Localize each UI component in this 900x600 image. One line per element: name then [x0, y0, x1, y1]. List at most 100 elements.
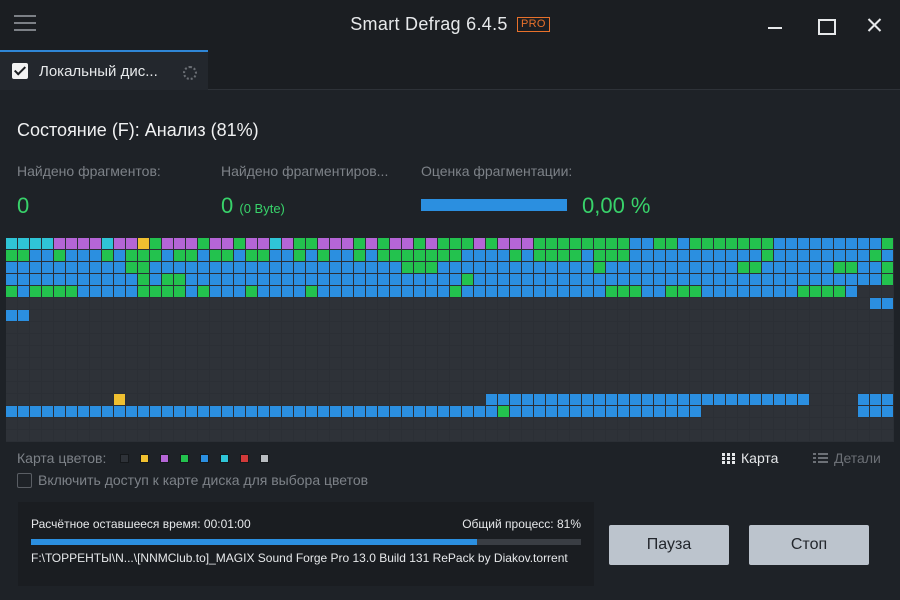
disk-map-cell: [66, 310, 77, 321]
disk-map-cell: [378, 394, 389, 405]
disk-map-cell: [438, 382, 449, 393]
disk-map-cell: [114, 406, 125, 417]
map-view-button[interactable]: Карта: [722, 450, 778, 466]
disk-map-cell: [366, 334, 377, 345]
disk-map-cell: [702, 430, 713, 441]
disk-map-cell: [198, 286, 209, 297]
disk-map-cell: [786, 370, 797, 381]
disk-map-cell: [486, 358, 497, 369]
disk-map-cell: [150, 334, 161, 345]
disk-map-cell: [6, 394, 17, 405]
disk-map-cell: [402, 262, 413, 273]
disk-map-cell: [486, 322, 497, 333]
disk-map-cell: [222, 250, 233, 261]
menu-icon[interactable]: [14, 15, 36, 33]
disk-map[interactable]: [6, 238, 894, 442]
disk-map-cell: [414, 358, 425, 369]
disk-map-cell: [774, 310, 785, 321]
disk-map-cell: [738, 262, 749, 273]
stop-button[interactable]: Стоп: [749, 525, 869, 565]
disk-map-cell: [810, 370, 821, 381]
disk-map-cell: [174, 298, 185, 309]
disk-map-cell: [846, 322, 857, 333]
disk-map-cell: [498, 322, 509, 333]
disk-map-cell: [630, 238, 641, 249]
disk-map-cell: [258, 418, 269, 429]
disk-map-cell: [558, 274, 569, 285]
disk-map-cell: [846, 394, 857, 405]
maximize-icon[interactable]: [812, 12, 838, 38]
disk-map-cell: [798, 262, 809, 273]
disk-map-cell: [654, 334, 665, 345]
disk-map-cell: [210, 286, 221, 297]
disk-map-cell: [714, 358, 725, 369]
disk-map-cell: [486, 310, 497, 321]
disk-map-cell: [498, 286, 509, 297]
details-view-button[interactable]: Детали: [813, 450, 881, 466]
disk-map-cell: [174, 406, 185, 417]
tab-checkbox-icon[interactable]: [12, 63, 28, 79]
disk-map-cell: [690, 358, 701, 369]
disk-map-cell: [690, 238, 701, 249]
disk-map-cell: [174, 262, 185, 273]
disk-map-cell: [222, 274, 233, 285]
disk-map-cell: [6, 322, 17, 333]
disk-map-cell: [366, 358, 377, 369]
disk-map-cell: [258, 238, 269, 249]
disk-map-cell: [102, 406, 113, 417]
disk-map-cell: [102, 430, 113, 441]
disk-map-cell: [114, 310, 125, 321]
disk-map-cell: [354, 346, 365, 357]
close-icon[interactable]: [862, 12, 888, 38]
disk-map-cell: [438, 322, 449, 333]
disk-map-cell: [66, 262, 77, 273]
disk-map-cell: [294, 406, 305, 417]
disk-map-cell: [774, 286, 785, 297]
disk-map-cell: [342, 418, 353, 429]
disk-map-cell: [150, 406, 161, 417]
disk-map-cell: [846, 346, 857, 357]
disk-map-cell: [654, 250, 665, 261]
disk-map-cell: [330, 298, 341, 309]
disk-map-cell: [186, 334, 197, 345]
tab-local-disk[interactable]: Локальный дис...: [0, 50, 208, 90]
minimize-icon[interactable]: [762, 12, 788, 38]
disk-map-cell: [630, 274, 641, 285]
disk-map-cell: [546, 394, 557, 405]
disk-map-cell: [318, 394, 329, 405]
disk-map-cell: [438, 358, 449, 369]
app-title: Smart Defrag 6.4.5 PRO: [0, 14, 900, 35]
disk-map-cell: [858, 430, 869, 441]
checkbox-icon[interactable]: [17, 473, 32, 488]
disk-map-cell: [378, 370, 389, 381]
enable-color-pick-checkbox[interactable]: Включить доступ к карте диска для выбора…: [17, 472, 368, 488]
disk-map-cell: [78, 274, 89, 285]
disk-map-cell: [150, 322, 161, 333]
disk-map-cell: [774, 358, 785, 369]
disk-map-cell: [582, 370, 593, 381]
disk-map-cell: [474, 334, 485, 345]
disk-map-cell: [54, 286, 65, 297]
disk-map-cell: [726, 286, 737, 297]
disk-map-cell: [30, 394, 41, 405]
disk-map-cell: [690, 394, 701, 405]
disk-map-cell: [414, 334, 425, 345]
disk-map-cell: [846, 262, 857, 273]
disk-map-cell: [534, 430, 545, 441]
disk-map-cell: [834, 394, 845, 405]
disk-map-cell: [438, 286, 449, 297]
pause-button[interactable]: Пауза: [609, 525, 729, 565]
disk-map-cell: [150, 430, 161, 441]
disk-map-cell: [534, 298, 545, 309]
disk-map-cell: [642, 418, 653, 429]
disk-map-cell: [498, 298, 509, 309]
disk-map-cell: [594, 250, 605, 261]
disk-map-cell: [90, 250, 101, 261]
disk-map-cell: [522, 370, 533, 381]
disk-map-cell: [774, 430, 785, 441]
disk-map-cell: [762, 286, 773, 297]
disk-map-cell: [126, 274, 137, 285]
disk-map-cell: [402, 370, 413, 381]
disk-map-cell: [618, 430, 629, 441]
disk-map-cell: [210, 358, 221, 369]
